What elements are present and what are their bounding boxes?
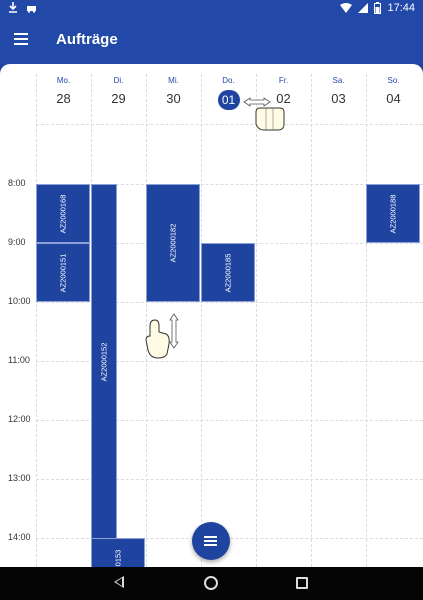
event-label: AZ2000188 [388, 194, 398, 233]
day-name: Di. [113, 76, 124, 85]
hamburger-menu-icon[interactable] [14, 30, 38, 52]
day-date: 02 [276, 91, 291, 106]
grid-line [366, 74, 367, 567]
back-icon[interactable] [114, 576, 124, 588]
event-label: AZ2000151 [58, 253, 68, 292]
day-date: 30 [166, 91, 181, 106]
day-date: 03 [331, 91, 346, 106]
event-label: AZ2000182 [168, 223, 178, 263]
calendar-week-view[interactable]: Mo. 28 Di. 29 Mi. 30 Do. 01 Fr. 02 Sa. 0… [0, 64, 423, 567]
grid-line [36, 74, 37, 567]
event-label: AZ2000168 [58, 194, 68, 233]
event-block[interactable]: AZ2000182 [146, 184, 200, 302]
system-nav-bar [0, 567, 423, 600]
home-icon[interactable] [204, 576, 218, 590]
day-name: Mo. [56, 76, 71, 85]
day-name: So. [387, 76, 400, 85]
wifi-icon [340, 3, 353, 13]
day-header-sat[interactable]: Sa. 03 [311, 76, 366, 108]
event-block[interactable]: AZ2000168 [36, 184, 90, 243]
day-date: 04 [386, 91, 401, 106]
event-label: AZ2000185 [223, 253, 233, 292]
day-header-tue[interactable]: Di. 29 [91, 76, 146, 108]
day-header-sun[interactable]: So. 04 [366, 76, 421, 108]
clock: 17:44 [387, 2, 415, 14]
time-label: 8:00 [8, 178, 26, 188]
day-name: Do. [222, 76, 235, 85]
grid-line [36, 184, 423, 185]
grid-line [36, 479, 423, 480]
day-header-fri[interactable]: Fr. 02 [256, 76, 311, 108]
grid-line [201, 74, 202, 567]
today-date-badge: 01 [217, 90, 240, 110]
day-name: Fr. [278, 76, 289, 85]
day-name: Mi. [168, 76, 179, 85]
grid-line [311, 74, 312, 567]
notification-icon [27, 6, 36, 13]
event-block[interactable]: AZ2000151 [36, 243, 90, 302]
grid-line [36, 124, 423, 125]
app-bar: Aufträge [0, 18, 423, 64]
grid-line [36, 361, 423, 362]
event-label: AZ2000152 [99, 342, 109, 382]
list-view-fab[interactable] [192, 522, 230, 560]
grid-line [36, 420, 423, 421]
event-block[interactable]: AZ2000185 [201, 243, 255, 302]
time-label: 13:00 [8, 473, 31, 483]
signal-icon [358, 3, 369, 13]
page-title: Aufträge [56, 31, 118, 48]
day-date: 29 [111, 91, 126, 106]
day-header-mon[interactable]: Mo. 28 [36, 76, 91, 108]
event-label: 0153 [113, 549, 123, 567]
status-bar: 17:44 [0, 0, 423, 18]
day-header-wed[interactable]: Mi. 30 [146, 76, 201, 108]
list-icon [204, 536, 217, 548]
time-label: 12:00 [8, 414, 31, 424]
day-name: Sa. [332, 76, 345, 85]
day-header-thu-today[interactable]: Do. 01 [201, 76, 256, 110]
time-label: 9:00 [8, 237, 26, 247]
day-date: 28 [56, 91, 71, 106]
recent-apps-icon[interactable] [296, 577, 308, 589]
grid-line [256, 74, 257, 567]
grid-line [36, 302, 423, 303]
hand-swipe-horizontal-icon [243, 97, 285, 131]
time-label: 10:00 [8, 296, 31, 306]
time-label: 11:00 [8, 355, 30, 365]
time-label: 14:00 [8, 532, 31, 542]
grid-line [146, 74, 147, 567]
battery-icon [374, 2, 382, 14]
event-block[interactable]: AZ2000188 [366, 184, 420, 243]
hand-swipe-vertical-icon [145, 313, 179, 359]
download-icon [9, 2, 17, 13]
event-block[interactable]: AZ2000152 [91, 184, 117, 540]
event-block[interactable]: 0153 [91, 538, 145, 567]
